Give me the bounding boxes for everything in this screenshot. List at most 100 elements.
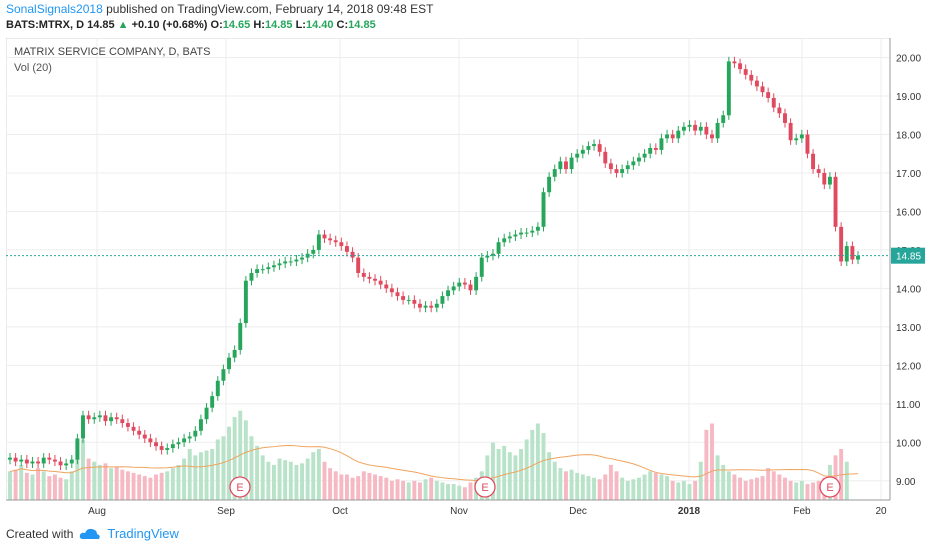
y-tick-label: 16.00	[896, 207, 921, 218]
candle-body	[182, 438, 187, 443]
candle-body	[586, 146, 591, 150]
chart-axes: 9.0010.0011.0012.0013.0014.0015.0016.001…	[6, 38, 925, 517]
volume-bar	[637, 477, 641, 500]
volume-bar	[333, 471, 338, 500]
candle-body	[13, 457, 18, 462]
ma-line	[9, 444, 859, 481]
candle-body	[457, 282, 462, 287]
volume-bar	[300, 463, 304, 500]
candle-body	[468, 284, 473, 291]
volume-bar	[608, 464, 613, 500]
volume-bar	[788, 480, 793, 500]
tradingview-brand[interactable]: TradingView	[107, 526, 179, 541]
volume-bar	[710, 423, 714, 500]
volume-bar	[215, 439, 220, 500]
candle-body	[783, 113, 787, 123]
x-tick-label: Aug	[88, 506, 106, 517]
volume-bar	[648, 471, 653, 500]
cloud-logo-icon	[80, 528, 101, 539]
volume-legend: Vol (20)	[14, 62, 52, 74]
candle-body	[204, 407, 209, 420]
candlesticks	[8, 56, 860, 470]
candle-body	[266, 267, 271, 270]
candle-body	[75, 438, 80, 460]
symbol: BATS:MTRX, D	[6, 19, 85, 31]
x-tick-label: Nov	[450, 506, 468, 517]
candle-body	[255, 269, 260, 273]
volume-bar	[721, 464, 726, 500]
candle-body	[726, 61, 731, 116]
volume-bar	[833, 455, 838, 500]
candle-body	[754, 80, 759, 87]
volume-bar	[491, 442, 495, 500]
volume-bar	[19, 464, 24, 500]
candle-body	[193, 430, 198, 437]
volume-bar	[653, 472, 658, 500]
volume-bar	[569, 469, 574, 500]
candle-body	[339, 242, 344, 247]
volume-bar	[462, 487, 467, 500]
x-tick-label: 20	[875, 506, 887, 517]
candle-body	[496, 242, 501, 254]
chart-grid	[6, 38, 891, 501]
volume-bar	[148, 477, 153, 500]
candle-body	[238, 323, 243, 350]
price-chart[interactable]: 9.0010.0011.0012.0013.0014.0015.0016.001…	[6, 38, 926, 522]
candle-body	[530, 230, 535, 233]
volume-bar	[417, 482, 422, 500]
price-axis	[890, 38, 925, 500]
candle-body	[440, 296, 445, 304]
volume-bar	[631, 479, 636, 500]
volume-bar	[704, 429, 709, 500]
candle-body	[434, 303, 439, 308]
candle-body	[271, 265, 276, 268]
candle-body	[417, 303, 422, 308]
volume-bar	[496, 449, 501, 500]
volume-bar	[468, 482, 473, 500]
volume-bar	[564, 471, 568, 500]
volume-bar	[52, 474, 57, 500]
chart-title: MATRIX SERVICE COMPANY, D, BATS	[14, 46, 211, 58]
candle-body	[519, 232, 524, 235]
candle-body	[844, 246, 849, 262]
candle-body	[232, 349, 237, 358]
x-tick-label: Feb	[793, 506, 811, 517]
volume-bar	[575, 472, 580, 500]
volume-bar	[715, 455, 720, 500]
candle-body	[311, 249, 316, 254]
volume-bar	[754, 477, 759, 500]
volume-bar	[232, 417, 237, 500]
candle-body	[653, 147, 658, 150]
candle-body	[827, 176, 832, 185]
candle-body	[491, 253, 495, 256]
y-tick-label: 20.00	[896, 54, 921, 65]
volume-bar	[266, 461, 271, 500]
volume-bar	[451, 484, 456, 500]
publish-info: SonalSignals2018 published on TradingVie…	[6, 2, 433, 16]
candle-body	[120, 419, 125, 424]
candle-body	[350, 251, 355, 258]
volume-bar	[743, 480, 748, 500]
candle-body	[822, 172, 827, 185]
candle-body	[8, 457, 12, 460]
volume-bar	[457, 485, 462, 500]
ohlc-header: BATS:MTRX, D 14.85 ▲ +0.10 (+0.68%) O:14…	[6, 19, 376, 31]
volume-bar	[142, 476, 147, 500]
candle-body	[524, 232, 529, 234]
volume-bar	[328, 468, 333, 500]
volume-bar	[395, 479, 400, 500]
candle-body	[575, 153, 580, 158]
publisher-name[interactable]: SonalSignals2018	[6, 2, 103, 16]
candle-body	[659, 138, 664, 150]
candle-body	[187, 436, 192, 439]
open-label: O:	[210, 19, 223, 31]
volume-bar	[255, 445, 260, 500]
candle-body	[389, 288, 394, 293]
volume-bar	[294, 464, 299, 500]
candle-body	[114, 417, 119, 420]
candle-body	[423, 305, 428, 308]
earnings-marker-circle	[229, 476, 251, 498]
candle-body	[670, 134, 675, 139]
volume-bar	[373, 474, 377, 500]
volume-bar	[580, 474, 585, 500]
